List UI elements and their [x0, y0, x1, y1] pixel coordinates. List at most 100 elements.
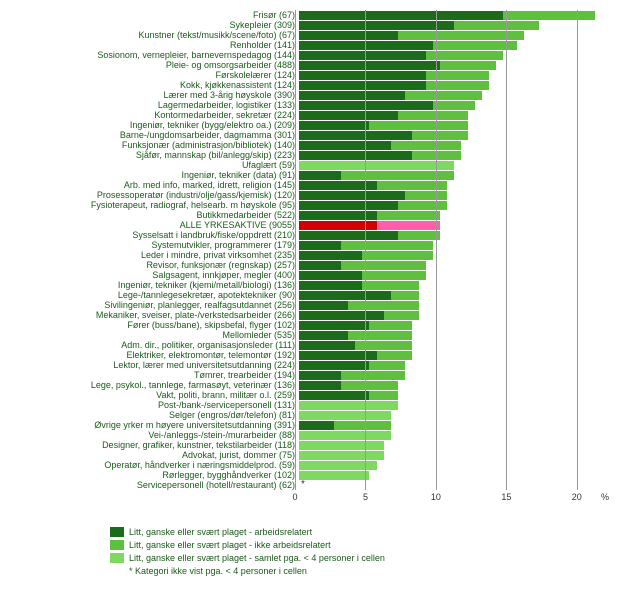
- bar-row: Selger (engros/dør/telefon) (81): [10, 410, 610, 420]
- bar-segment-2: [341, 171, 454, 180]
- bar-segment-2: [377, 221, 440, 230]
- row-label: Fysioterapeut, radiograf, helsearb. m hø…: [10, 200, 299, 210]
- bar-segment-2: [503, 11, 595, 20]
- bar-row: Pleie- og omsorgsarbeider (488): [10, 60, 610, 70]
- bar-segment-2: [398, 231, 440, 240]
- bar-segment-2: [369, 321, 411, 330]
- row-label: Salgsagent, innkjøper, megler (400): [10, 270, 299, 280]
- bar-row: Sjåfør, mannskap (bil/anlegg/skip) (223): [10, 150, 610, 160]
- row-label: Butikkmedarbeider (522): [10, 210, 299, 220]
- bar-segment-2: [377, 351, 412, 360]
- row-label: Funksjonær (administrasjon/bibliotek) (1…: [10, 140, 299, 150]
- row-bars: [299, 391, 610, 400]
- bar-row: Elektriker, elektromontør, telemontør (1…: [10, 350, 610, 360]
- row-label: Sykepleier (309): [10, 20, 299, 30]
- bar-segment-2: [355, 341, 411, 350]
- row-label: Arb. med info, marked, idrett, religion …: [10, 180, 299, 190]
- bar-row: Vei-/anleggs-/stein-/murarbeider (88): [10, 430, 610, 440]
- row-bars: [299, 371, 610, 380]
- bar-segment-2: [454, 21, 539, 30]
- bar-row: Leder i mindre, privat virksomhet (235): [10, 250, 610, 260]
- bar-row: Øvrige yrker m høyere universitetsutdann…: [10, 420, 610, 430]
- bar-segment-2: [348, 301, 418, 310]
- bar-row: Tømrer, trearbeider (194): [10, 370, 610, 380]
- row-label: Kokk, kjøkkenassistent (124): [10, 80, 299, 90]
- legend-swatch: [110, 527, 124, 537]
- bar-row: Revisor, funksjonær (regnskap) (257): [10, 260, 610, 270]
- bar-segment-1: [299, 361, 369, 370]
- bar-row: Mekaniker, sveiser, plate-/verkstedsarbe…: [10, 310, 610, 320]
- bar-row: Lege-/tannlegesekretær, apotektekniker (…: [10, 290, 610, 300]
- chart: Frisør (67)Sykepleier (309)Kunstner (tek…: [10, 10, 610, 576]
- row-label: Ingeniør, tekniker (bygg/elektro oa.) (2…: [10, 120, 299, 130]
- row-label: Lege-/tannlegesekretær, apotektekniker (…: [10, 290, 299, 300]
- bar-segment-1: [299, 141, 391, 150]
- bar-row: Post-/bank-/servicepersonell (131): [10, 400, 610, 410]
- bar-segment-2: [398, 31, 525, 40]
- bar-row: Lege, psykol., tannlege, farmasøyt, vete…: [10, 380, 610, 390]
- bar-row: Sosionom, vernepleier, barnevernspedagog…: [10, 50, 610, 60]
- row-bars: [299, 401, 610, 410]
- bar-segment-1: [299, 81, 426, 90]
- row-bars: [299, 421, 610, 430]
- bar-segment-1: [299, 311, 384, 320]
- legend-text: Litt, ganske eller svært plaget - arbeid…: [129, 527, 312, 537]
- x-tick: 15: [501, 492, 511, 502]
- row-bars: [299, 81, 610, 90]
- bar-row: Fører (buss/bane), skipsbefal, flyger (1…: [10, 320, 610, 330]
- bar-row: ALLE YRKESAKTIVE (9055): [10, 220, 610, 230]
- row-label: Kontormedarbeider, sekretær (224): [10, 110, 299, 120]
- bar-segment-2: [398, 111, 468, 120]
- bar-row: Barne-/ungdomsarbeider, dagmamma (301): [10, 130, 610, 140]
- row-bars: [299, 231, 610, 240]
- row-label: Elektriker, elektromontør, telemontør (1…: [10, 350, 299, 360]
- bar-row: Prosessoperatør (industri/olje/gass/kjem…: [10, 190, 610, 200]
- bar-segment-1: [299, 121, 369, 130]
- bar-segment-2: [384, 311, 419, 320]
- bar-row: Kontormedarbeider, sekretær (224): [10, 110, 610, 120]
- bar-segment-1: [299, 151, 412, 160]
- bar-segment-samlet: [299, 441, 384, 450]
- bar-segment-1: [299, 41, 433, 50]
- bar-segment-samlet: [299, 411, 391, 420]
- row-bars: *: [299, 481, 610, 490]
- row-bars: [299, 451, 610, 460]
- bar-segment-1: [299, 291, 391, 300]
- bar-segment-2: [377, 181, 447, 190]
- row-bars: [299, 151, 610, 160]
- footnote: * Kategori ikke vist pga. < 4 personer i…: [110, 566, 610, 576]
- bar-segment-samlet: [299, 161, 454, 170]
- bar-row: Ingeniør, tekniker (bygg/elektro oa.) (2…: [10, 120, 610, 130]
- row-label: Sivilingeniør, planlegger, realfagsutdan…: [10, 300, 299, 310]
- bar-segment-1: [299, 231, 398, 240]
- bar-row: Fysioterapeut, radiograf, helsearb. m hø…: [10, 200, 610, 210]
- row-bars: [299, 11, 610, 20]
- row-bars: [299, 431, 610, 440]
- row-bars: [299, 41, 610, 50]
- bar-segment-2: [412, 151, 461, 160]
- row-label: Lektor, lærer med universitetsutdanning …: [10, 360, 299, 370]
- row-bars: [299, 291, 610, 300]
- row-label: Barne-/ungdomsarbeider, dagmamma (301): [10, 130, 299, 140]
- row-bars: [299, 31, 610, 40]
- row-note: *: [301, 479, 305, 490]
- bar-segment-2: [426, 71, 489, 80]
- row-bars: [299, 461, 610, 470]
- row-bars: [299, 351, 610, 360]
- bar-segment-2: [433, 101, 475, 110]
- bar-segment-1: [299, 111, 398, 120]
- row-bars: [299, 361, 610, 370]
- bar-segment-1: [299, 331, 348, 340]
- row-label: Sysselsatt i landbruk/fiske/oppdrett (21…: [10, 230, 299, 240]
- bar-segment-1: [299, 251, 362, 260]
- bar-segment-2: [341, 381, 397, 390]
- row-bars: [299, 311, 610, 320]
- bar-segment-2: [391, 141, 461, 150]
- row-bars: [299, 321, 610, 330]
- row-bars: [299, 341, 610, 350]
- row-bars: [299, 141, 610, 150]
- plot-region: Frisør (67)Sykepleier (309)Kunstner (tek…: [10, 10, 610, 490]
- bar-segment-1: [299, 351, 377, 360]
- bar-segment-2: [348, 331, 411, 340]
- row-label: Sosionom, vernepleier, barnevernspedagog…: [10, 50, 299, 60]
